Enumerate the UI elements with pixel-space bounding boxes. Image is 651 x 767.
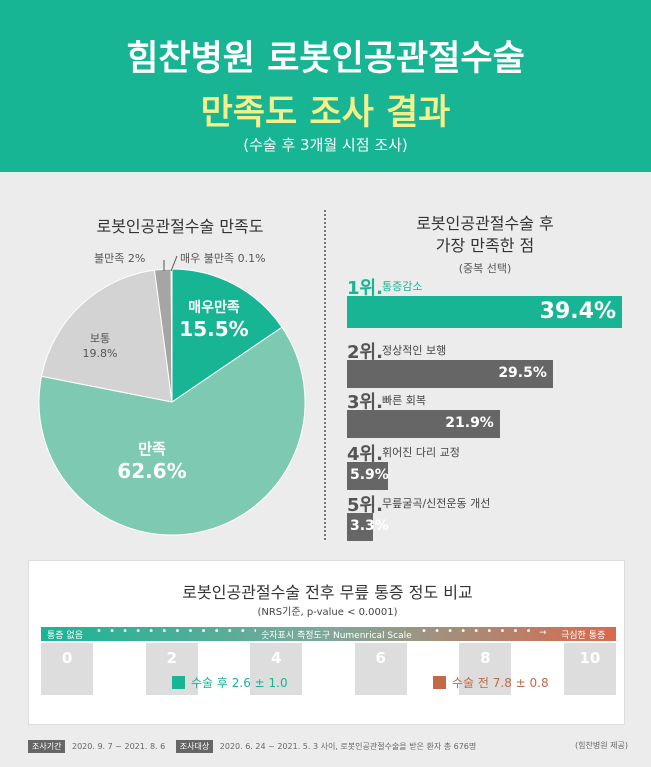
callout-dissatisfied: 불만족 2%: [94, 252, 146, 265]
dots-left: • • • • • • • • • • • • • • • • • • • •: [96, 626, 256, 637]
slice-value-neutral: 19.8%: [83, 347, 118, 360]
scale-tick-label: 7: [427, 649, 439, 667]
rank-number: 1위.: [347, 278, 383, 299]
scale-tick-label: 9: [532, 649, 543, 667]
period-text: 2020. 9. 7 ~ 2021. 8. 6: [72, 742, 166, 751]
scale-tick-label: 1: [114, 649, 125, 667]
rank-row-5: 5위. 무릎굴곡/신전운동 개선 3.3%: [347, 491, 622, 541]
scale-cell-9: 9: [511, 643, 564, 695]
scale-tick-label: 4: [270, 649, 282, 667]
rank-bar: 39.4%: [347, 296, 622, 328]
scale-right-label: 극심한 통증: [561, 631, 606, 641]
scale-cell-10: 10: [563, 643, 616, 695]
rank-bar: 3.3%: [347, 513, 389, 541]
footer: 조사기간 2020. 9. 7 ~ 2021. 8. 6 조사대상 2020. …: [28, 740, 628, 753]
legend-after-text: 수술 후 2.6 ± 1.0: [191, 676, 288, 690]
scale-tick-label: 2: [166, 649, 177, 667]
ranking-subtitle: (중복 선택): [458, 262, 512, 275]
rank-bar: 29.5%: [347, 360, 553, 388]
pie-slice-1: [38, 326, 306, 536]
dots-right: • • • • • • • • • • • • • •: [421, 626, 536, 637]
rank-row-3: 3위. 빠른 회복 21.9%: [347, 388, 622, 438]
period-tag: 조사기간: [28, 740, 66, 753]
pie-slice-2: [40, 269, 173, 403]
title-line1: 힘찬병원 로봇인공관절수술: [126, 39, 525, 79]
legend-after-swatch: [172, 676, 185, 689]
leader-very-dissatisfied: [170, 255, 178, 272]
scale-tick-label: 3: [218, 649, 230, 667]
rank-bar: 21.9%: [347, 410, 500, 438]
scale-cell-6: 6: [354, 643, 407, 695]
subtitle: (수술 후 3개월 시점 조사): [243, 136, 408, 154]
scale-cell-5: 5: [302, 643, 355, 695]
rank-row-4: 4위. 휘어진 다리 교정 5.9%: [347, 440, 622, 490]
slice-value-very-satisfied: 15.5%: [179, 317, 248, 341]
arrow-icon: →: [539, 628, 547, 638]
ranking-title: 로봇인공관절수술 후 가장 만족한 점: [380, 213, 590, 257]
header-banner: 힘찬병원 로봇인공관절수술 만족도 조사 결과 (수술 후 3개월 시점 조사): [0, 0, 651, 172]
callout-very-dissatisfied: 매우 불만족 0.1%: [180, 252, 266, 265]
rank-label: 휘어진 다리 교정: [382, 446, 460, 459]
scale-tick-label: 6: [375, 649, 386, 667]
rank-bar-value: 29.5%: [498, 365, 547, 381]
scale-cell-0: 0: [41, 643, 94, 695]
rank-number: 5위.: [347, 495, 383, 516]
section-divider: [324, 210, 326, 540]
rank-label: 빠른 회복: [382, 394, 426, 407]
legend-before: 수술 전 7.8 ± 0.8: [433, 674, 549, 691]
rank-bar-value: 21.9%: [445, 415, 494, 431]
scale-tick-label: 5: [323, 649, 334, 667]
rank-number: 2위.: [347, 342, 383, 363]
scale-tick-label: 0: [61, 649, 73, 667]
slice-label-satisfied: 만족: [138, 440, 166, 458]
rank-bar-value: 5.9%: [350, 467, 389, 483]
nrs-panel: 로봇인공관절수술 전후 무릎 통증 정도 비교 (NRS기준, p-value …: [28, 560, 625, 725]
pie-slice-0: [171, 268, 283, 403]
legend-before-text: 수술 전 7.8 ± 0.8: [452, 676, 549, 690]
rank-number: 3위.: [347, 392, 383, 413]
title-line2: 만족도 조사 결과: [200, 93, 451, 133]
nrs-scale: 0 1 2 3 4 5 6 7 8 9 10: [41, 643, 616, 695]
pie-title: 로봇인공관절수술 만족도: [96, 217, 264, 236]
scale-cell-4: 4: [250, 643, 303, 695]
nrs-gradient-bar: 통증 없음 • • • • • • • • • • • • • • • • • …: [41, 626, 616, 641]
ranking-title-line1: 로봇인공관절수술 후: [416, 214, 554, 233]
rank-label: 정상적인 보행: [382, 344, 447, 357]
scale-cell-8: 8: [459, 643, 512, 695]
rank-bar: 5.9%: [347, 462, 389, 490]
target-tag: 조사대상: [175, 740, 214, 753]
target-text: 2020. 6. 24 ~ 2021. 5. 3 사이, 로봇인공관절수술을 받…: [219, 742, 477, 751]
rank-label: 무릎굴곡/신전운동 개선: [382, 497, 491, 510]
slice-label-very-satisfied: 매우만족: [188, 300, 240, 316]
rank-row-1: 1위. 통증감소 39.4%: [347, 274, 622, 328]
scale-cell-3: 3: [197, 643, 251, 695]
legend-before-swatch: [433, 676, 446, 689]
ranking-title-line2: 가장 만족한 점: [435, 236, 535, 255]
rank-number: 4위.: [347, 444, 383, 465]
scale-center-label: 숫자표시 측정도구 Numenrical Scale: [261, 631, 412, 641]
scale-tick-label: 10: [579, 649, 601, 667]
scale-left-label: 통증 없음: [47, 631, 83, 641]
slice-value-satisfied: 62.6%: [117, 459, 186, 483]
rank-bar-value: 3.3%: [350, 518, 389, 534]
slice-label-neutral: 보통: [90, 332, 110, 345]
rank-bar-value: 39.4%: [539, 299, 616, 324]
rank-label: 통증감소: [382, 280, 423, 293]
source-text: (힘찬병원 제공): [575, 741, 628, 750]
scale-cell-2: 2: [145, 643, 198, 695]
nrs-title: 로봇인공관절수술 전후 무릎 통증 정도 비교: [182, 583, 473, 602]
nrs-subtitle: (NRS기준, p-value < 0.0001): [257, 607, 398, 618]
legend-after: 수술 후 2.6 ± 1.0: [172, 674, 288, 691]
scale-tick-label: 8: [480, 649, 491, 667]
scale-cell-1: 1: [93, 643, 146, 695]
rank-row-2: 2위. 정상적인 보행 29.5%: [347, 338, 622, 388]
